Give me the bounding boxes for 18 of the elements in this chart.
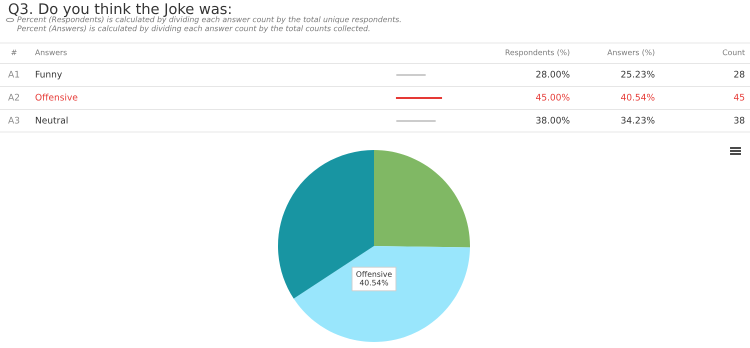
text: A1 xyxy=(8,70,20,78)
text: 34.23% xyxy=(621,116,654,124)
text: 38.00% xyxy=(536,116,570,124)
text: 40.54% xyxy=(621,94,654,101)
text: 38 xyxy=(734,116,744,124)
text: 28 xyxy=(734,70,744,78)
text: 45.00% xyxy=(536,94,570,101)
text: Offensive xyxy=(36,94,78,101)
text: 45 xyxy=(734,94,744,101)
text: A2 xyxy=(8,94,20,100)
text: 28.00% xyxy=(536,70,570,78)
text: Neutral xyxy=(36,116,68,124)
pie-slice xyxy=(294,246,470,342)
text: A3 xyxy=(8,116,20,124)
text: 25.23% xyxy=(621,70,654,78)
pie-slice xyxy=(374,150,470,248)
text: Funny xyxy=(36,70,62,80)
text: Q3. Do you think the Joke was: xyxy=(8,2,231,18)
